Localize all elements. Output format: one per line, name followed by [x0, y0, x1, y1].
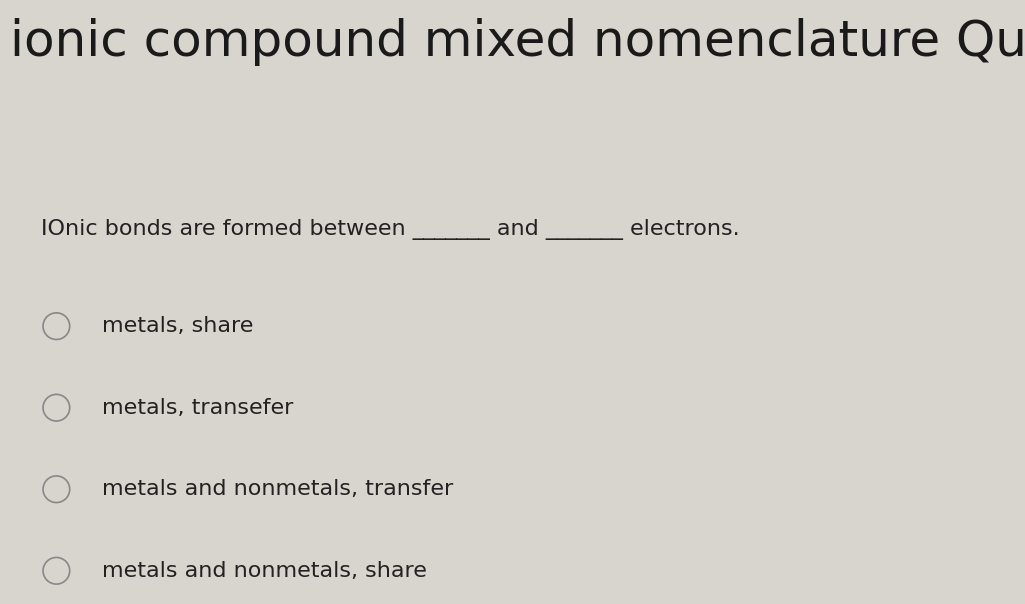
Text: metals, transefer: metals, transefer: [102, 397, 294, 418]
Text: metals and nonmetals, transfer: metals and nonmetals, transfer: [102, 479, 454, 500]
Text: metals, share: metals, share: [102, 316, 254, 336]
Text: IOnic bonds are formed between _______ and _______ electrons.: IOnic bonds are formed between _______ a…: [41, 219, 740, 240]
Text: ionic compound mixed nomenclature Quiz: ionic compound mixed nomenclature Quiz: [10, 18, 1025, 66]
Text: metals and nonmetals, share: metals and nonmetals, share: [102, 561, 427, 581]
